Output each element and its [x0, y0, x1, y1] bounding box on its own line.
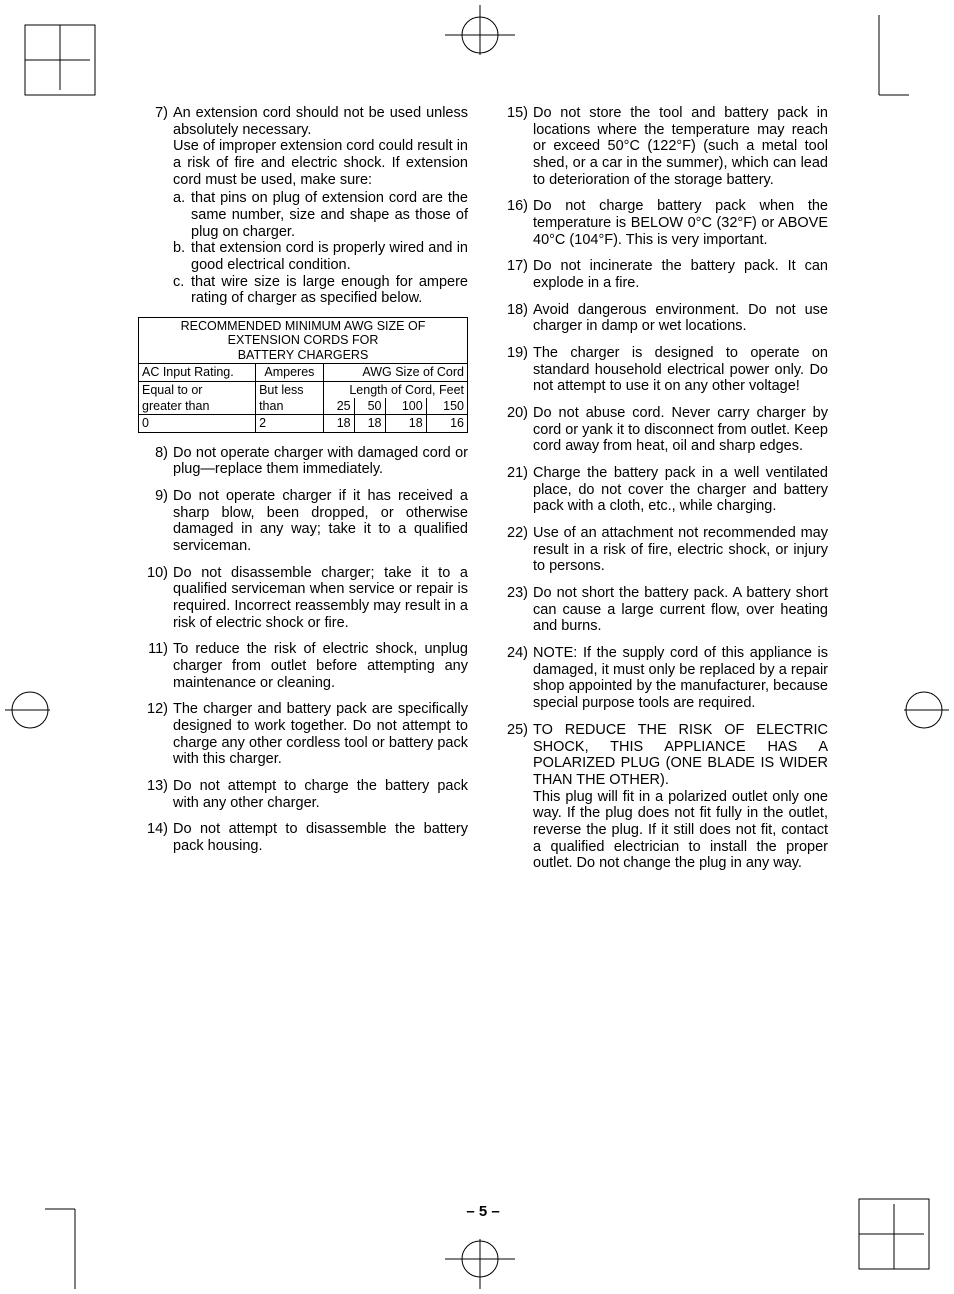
item-number: 14): [138, 821, 173, 854]
item-number: 10): [138, 565, 173, 632]
list-item: 21)Charge the battery pack in a well ven…: [498, 465, 828, 515]
item-number: 22): [498, 525, 533, 575]
list-item: 15)Do not store the tool and battery pac…: [498, 105, 828, 188]
list-item: 24)NOTE: If the supply cord of this ap­p…: [498, 645, 828, 712]
item-body: Do not operate charger with dam­aged cor…: [173, 445, 468, 478]
item-body: Do not abuse cord. Never carry char­ger …: [533, 405, 828, 455]
item-number: 25): [498, 722, 533, 872]
item-body: Use of an attachment not recom­mended ma…: [533, 525, 828, 575]
item-body: The charger and battery pack are specifi…: [173, 701, 468, 768]
item-number: 7): [138, 105, 173, 307]
item-body: NOTE: If the supply cord of this ap­plia…: [533, 645, 828, 712]
item-text: An extension cord should not be used unl…: [173, 105, 468, 138]
item-number: 13): [138, 778, 173, 811]
item-text: Use of improper extension cord could res…: [173, 138, 468, 187]
item-number: 9): [138, 488, 173, 555]
list-item: 12)The charger and battery pack are spec…: [138, 701, 468, 768]
list-item: 22)Use of an attachment not recom­mended…: [498, 525, 828, 575]
list-item: 19)The charger is designed to operate on…: [498, 345, 828, 395]
item-number: 24): [498, 645, 533, 712]
item-number: 15): [498, 105, 533, 188]
item-number: 8): [138, 445, 173, 478]
list-item: 13)Do not attempt to charge the battery …: [138, 778, 468, 811]
item-number: 21): [498, 465, 533, 515]
item-body: Do not charge battery pack when the temp…: [533, 198, 828, 248]
item-number: 20): [498, 405, 533, 455]
item-body: Do not disassemble charger; take it to a…: [173, 565, 468, 632]
table-row: 0 2 18 18 18 16: [139, 415, 468, 432]
list-item: 11)To reduce the risk of electric shock,…: [138, 641, 468, 691]
list-item: 18)Avoid dangerous environment. Do not u…: [498, 302, 828, 335]
table-row: Equal to or But less Length of Cord, Fee…: [139, 381, 468, 398]
item-body: Charge the battery pack in a well ventil…: [533, 465, 828, 515]
item-number: 11): [138, 641, 173, 691]
list-item: 16)Do not charge battery pack when the t…: [498, 198, 828, 248]
list-item: 9)Do not operate charger if it has re­ce…: [138, 488, 468, 555]
item-body: Avoid dangerous environment. Do not use …: [533, 302, 828, 335]
list-item: 23)Do not short the battery pack. A bat­…: [498, 585, 828, 635]
item-body: To reduce the risk of electric shock, un…: [173, 641, 468, 691]
list-item: 17)Do not incinerate the battery pack. I…: [498, 258, 828, 291]
text-columns: 7) An extension cord should not be used …: [138, 105, 828, 882]
list-item: 20)Do not abuse cord. Never carry char­g…: [498, 405, 828, 455]
item-body: Do not short the battery pack. A bat­ter…: [533, 585, 828, 635]
item-body: Do not attempt to disassemble the batter…: [173, 821, 468, 854]
awg-table: RECOMMENDED MINIMUM AWG SIZE OF EXTENSIO…: [138, 317, 468, 433]
table-row: AC Input Rating. Amperes AWG Size of Cor…: [139, 364, 468, 381]
item-number: 17): [498, 258, 533, 291]
item-number: 19): [498, 345, 533, 395]
list-item: 8)Do not operate charger with dam­aged c…: [138, 445, 468, 478]
item-body: Do not store the tool and battery pack i…: [533, 105, 828, 188]
item-number: 18): [498, 302, 533, 335]
item-body: TO REDUCE THE RISK OF ELEC­TRIC SHOCK, T…: [533, 722, 828, 872]
sub-item: a.that pins on plug of extension cord ar…: [173, 190, 468, 240]
sub-item: c.that wire size is large enough for amp…: [173, 274, 468, 307]
item-body: Do not operate charger if it has re­ceiv…: [173, 488, 468, 555]
item-number: 12): [138, 701, 173, 768]
sub-item: b.that extension cord is prop­erly wired…: [173, 240, 468, 273]
list-item: 7) An extension cord should not be used …: [138, 105, 468, 307]
item-body: Do not attempt to charge the battery pac…: [173, 778, 468, 811]
list-item: 25)TO REDUCE THE RISK OF ELEC­TRIC SHOCK…: [498, 722, 828, 872]
item-body: The charger is designed to operate on st…: [533, 345, 828, 395]
page-content: 7) An extension cord should not be used …: [138, 105, 828, 1220]
item-body: Do not incinerate the battery pack. It c…: [533, 258, 828, 291]
item-number: 16): [498, 198, 533, 248]
table-row: greater than than 25 50 100 150: [139, 398, 468, 415]
list-item: 14)Do not attempt to disassemble the bat…: [138, 821, 468, 854]
sublist: a.that pins on plug of extension cord ar…: [173, 190, 468, 307]
table-title: RECOMMENDED MINIMUM AWG SIZE OF EXTENSIO…: [139, 318, 468, 364]
page-number: – 5 –: [138, 1203, 828, 1220]
item-number: 23): [498, 585, 533, 635]
list-item: 10)Do not disassemble charger; take it t…: [138, 565, 468, 632]
